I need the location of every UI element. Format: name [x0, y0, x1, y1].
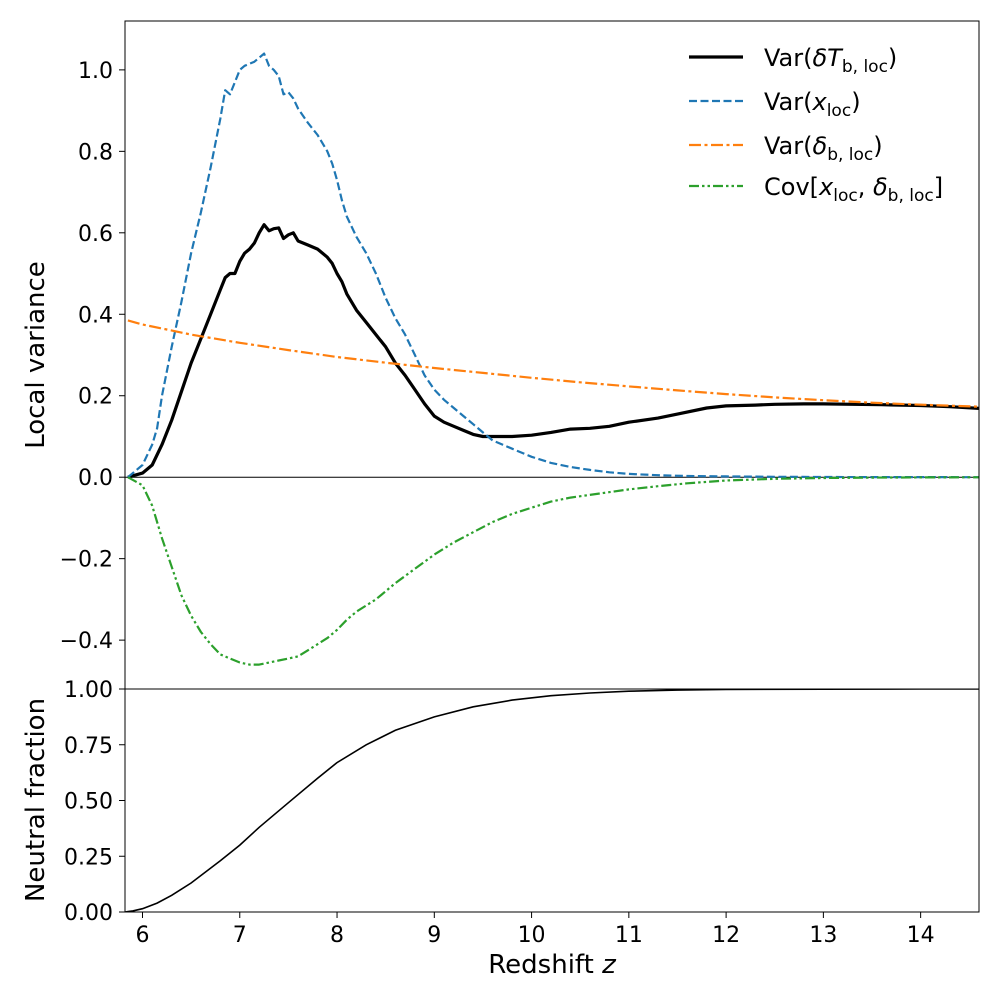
top-panel: −0.4 −0.2 0.0 0.2 0.4 0.6 0.8 1.0 Local varianc…	[21, 20, 980, 690]
top-ytick-label: 0.6	[78, 222, 113, 247]
neutral-fraction-line	[125, 689, 979, 912]
bottom-ytick-label: 0.00	[64, 901, 113, 926]
legend-label-var-db: Var(δb, loc)	[764, 132, 883, 165]
legend-entry-var-xloc: Var(xloc)	[689, 88, 861, 121]
top-ytick-label: 0.2	[78, 385, 113, 410]
top-ytick-label: 1.0	[78, 59, 113, 84]
bottom-panel: 0.00 0.25 0.50 0.75 1.00 6 7 8 9 10 11 12 13 14 Neut…	[21, 678, 980, 980]
top-ytick-label: −0.2	[60, 548, 113, 573]
xtick-label: 8	[330, 923, 344, 948]
xtick-label: 13	[809, 923, 837, 948]
legend-entry-cov: Cov[xloc, δb, loc]	[689, 173, 943, 206]
series-line-top-1	[127, 52, 979, 479]
legend-label-var-dtb: Var(δTb, loc)	[764, 44, 897, 77]
bottom-series-group	[125, 689, 979, 912]
xtick-label: 11	[615, 923, 643, 948]
xtick-label: 12	[712, 923, 740, 948]
legend-label-cov: Cov[xloc, δb, loc]	[764, 173, 943, 206]
xtick-label: 9	[427, 923, 441, 948]
bottom-ytick-label: 0.75	[64, 734, 113, 759]
bottom-ytick-label: 0.50	[64, 790, 113, 815]
legend: Var(δTb, loc) Var(xloc) Var(δb, loc) Cov…	[689, 44, 943, 206]
top-ytick-label: 0.8	[78, 140, 113, 165]
bottom-ytick-label: 1.00	[64, 678, 113, 703]
top-ytick-label: −0.4	[60, 629, 113, 654]
series-line-top-0	[127, 223, 979, 479]
xtick-label: 7	[233, 923, 247, 948]
bottom-y-ticks: 0.00 0.25 0.50 0.75 1.00	[64, 678, 125, 926]
top-series-group	[127, 52, 979, 666]
top-y-ticks: −0.4 −0.2 0.0 0.2 0.4 0.6 0.8 1.0	[60, 59, 125, 654]
top-ytick-label: 0.4	[78, 303, 113, 328]
legend-label-var-xloc: Var(xloc)	[764, 88, 861, 121]
series-line-top-2	[127, 319, 979, 408]
xtick-label: 10	[518, 923, 546, 948]
legend-entry-var-dtb: Var(δTb, loc)	[689, 44, 897, 77]
series-line-top-3	[127, 476, 979, 666]
top-ytick-label: 0.0	[78, 466, 113, 491]
bottom-ytick-label: 0.25	[64, 845, 113, 870]
x-axis-label: Redshift z	[488, 950, 617, 980]
xtick-label: 6	[136, 923, 150, 948]
bottom-x-ticks: 6 7 8 9 10 11 12 13 14	[136, 912, 935, 948]
xtick-label: 14	[907, 923, 935, 948]
top-y-axis-label: Local variance	[21, 261, 51, 449]
legend-entry-var-db: Var(δb, loc)	[689, 132, 883, 165]
bottom-y-axis-label: Neutral fraction	[21, 698, 51, 902]
